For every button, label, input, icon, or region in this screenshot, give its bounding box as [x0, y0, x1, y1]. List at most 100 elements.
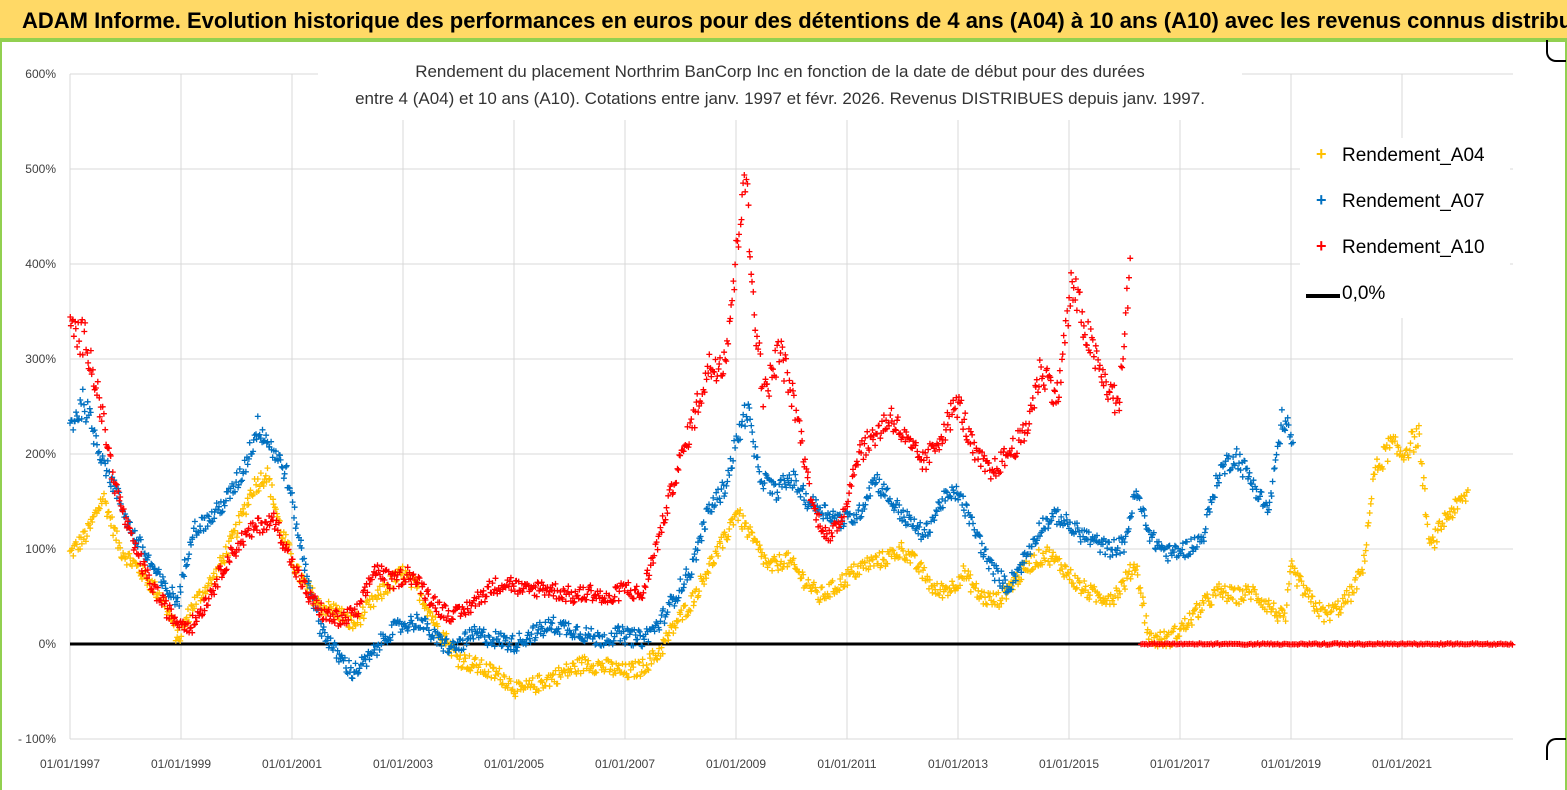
marker-rendement-a04: [1230, 586, 1237, 593]
marker-rendement-a04: [1140, 600, 1147, 607]
marker-rendement-a10: [760, 403, 767, 410]
marker-rendement-a10: [1121, 343, 1128, 350]
marker-rendement-a04: [1405, 454, 1412, 461]
marker-rendement-a04: [1297, 573, 1304, 580]
marker-rendement-a04: [432, 614, 439, 621]
marker-rendement-a10: [641, 583, 648, 589]
marker-rendement-a04: [1196, 602, 1203, 609]
marker-rendement-a04: [800, 571, 807, 578]
marker-rendement-a04: [247, 487, 254, 494]
marker-rendement-a04: [1251, 586, 1258, 593]
marker-rendement-a04: [1205, 595, 1211, 602]
marker-rendement-a04: [791, 561, 798, 568]
marker-rendement-a04: [1050, 549, 1057, 556]
marker-rendement-a04: [701, 581, 708, 588]
marker-rendement-a07: [301, 567, 308, 574]
y-tick-label: 600%: [25, 67, 56, 81]
marker-rendement-a10: [485, 583, 492, 590]
marker-rendement-a04: [817, 596, 824, 603]
marker-rendement-a07: [90, 440, 97, 447]
marker-rendement-a04: [1107, 591, 1114, 598]
marker-rendement-a04: [177, 637, 184, 644]
marker-rendement-a04: [1132, 566, 1139, 573]
marker-rendement-a04: [1086, 592, 1093, 599]
marker-rendement-a04: [939, 582, 946, 589]
marker-rendement-a07: [990, 571, 997, 577]
marker-rendement-a04: [1200, 600, 1207, 606]
marker-rendement-a10: [790, 387, 796, 394]
marker-rendement-a07: [857, 515, 864, 521]
marker-rendement-a04: [960, 563, 967, 569]
marker-rendement-a10: [688, 416, 695, 423]
marker-rendement-a07: [962, 512, 969, 519]
marker-rendement-a04: [514, 688, 521, 695]
marker-rendement-a04: [1119, 578, 1126, 585]
marker-rendement-a10: [117, 494, 124, 500]
marker-rendement-a07: [378, 641, 385, 648]
marker-rendement-a10: [703, 376, 710, 383]
marker-rendement-a04: [1316, 599, 1323, 606]
marker-rendement-a04: [1060, 571, 1067, 577]
marker-rendement-a07: [177, 583, 184, 590]
marker-rendement-a04: [1328, 608, 1335, 615]
marker-rendement-a04: [1278, 605, 1285, 612]
marker-rendement-a04: [1407, 440, 1414, 447]
marker-rendement-a04: [684, 612, 691, 619]
marker-rendement-a04: [1321, 618, 1327, 625]
marker-rendement-a04: [585, 657, 592, 664]
marker-rendement-a04: [988, 597, 995, 604]
marker-rendement-a04: [470, 663, 477, 669]
marker-rendement-a04: [209, 574, 216, 581]
marker-rendement-a10: [725, 340, 732, 347]
marker-rendement-a04: [1415, 422, 1422, 429]
marker-rendement-a10: [806, 480, 813, 487]
marker-rendement-a10: [1123, 285, 1130, 292]
marker-rendement-a07: [760, 485, 767, 492]
marker-rendement-a04: [850, 561, 857, 568]
marker-rendement-a04: [244, 495, 251, 502]
marker-rendement-a07: [754, 454, 761, 461]
legend-marker-a07: +: [1316, 190, 1327, 210]
marker-rendement-a04: [486, 661, 493, 668]
marker-rendement-a04: [443, 630, 450, 637]
y-tick-label: 500%: [25, 162, 56, 176]
marker-rendement-a04: [630, 664, 637, 671]
marker-rendement-a10: [887, 412, 894, 419]
marker-rendement-a10: [748, 271, 755, 278]
marker-rendement-a10: [1092, 342, 1099, 349]
marker-rendement-a04: [1193, 600, 1200, 607]
marker-rendement-a04: [1117, 590, 1123, 597]
marker-rendement-a10: [445, 607, 452, 614]
x-tick-label: 01/01/1997: [40, 757, 100, 771]
marker-rendement-a04: [570, 660, 577, 667]
marker-rendement-a04: [675, 617, 682, 624]
marker-rendement-a04: [678, 607, 685, 614]
marker-rendement-a10: [789, 380, 796, 387]
marker-rendement-a10: [752, 327, 759, 334]
marker-rendement-a04: [1126, 568, 1133, 575]
marker-rendement-a04: [1367, 500, 1374, 507]
marker-rendement-a04: [644, 666, 651, 673]
x-tick-label: 01/01/2019: [1261, 757, 1321, 771]
marker-rendement-a04: [1338, 603, 1345, 610]
marker-rendement-a04: [1324, 611, 1331, 618]
marker-rendement-a04: [679, 616, 686, 623]
marker-rendement-a07: [884, 485, 891, 492]
marker-rendement-a04: [580, 667, 587, 674]
marker-rendement-a07: [516, 630, 523, 637]
marker-rendement-a04: [1221, 583, 1228, 590]
marker-rendement-a04: [1333, 605, 1340, 612]
marker-rendement-a04: [1253, 591, 1260, 598]
marker-rendement-a07: [1104, 545, 1111, 552]
marker-rendement-a10: [1029, 395, 1036, 401]
marker-rendement-a10: [982, 468, 988, 475]
marker-rendement-a10: [744, 180, 751, 187]
marker-rendement-a04: [1287, 568, 1293, 575]
marker-rendement-a04: [607, 666, 614, 673]
marker-rendement-a04: [1348, 598, 1354, 605]
y-tick-label: 300%: [25, 352, 56, 366]
marker-rendement-a04: [1296, 572, 1303, 579]
marker-rendement-a10: [81, 328, 88, 335]
marker-rendement-a04: [279, 535, 286, 541]
marker-rendement-a10: [1059, 351, 1066, 358]
